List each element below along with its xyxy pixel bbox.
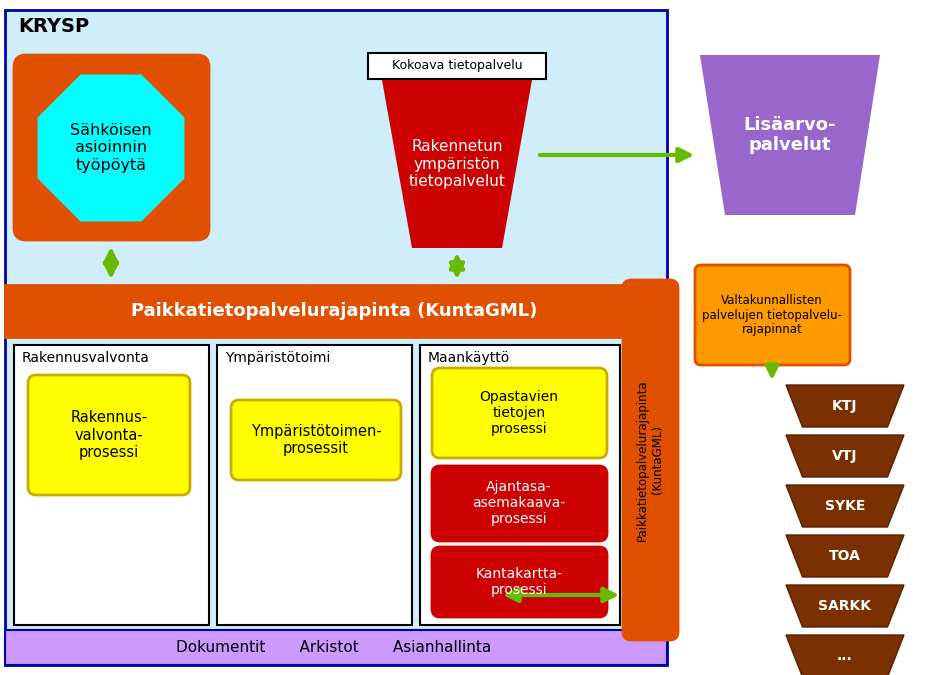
Bar — [5, 285, 667, 337]
Text: SARKK: SARKK — [818, 599, 871, 613]
Text: Rakennus-
valvonta-
prosessi: Rakennus- valvonta- prosessi — [70, 410, 148, 460]
FancyBboxPatch shape — [432, 368, 607, 458]
Polygon shape — [786, 635, 904, 675]
FancyBboxPatch shape — [231, 400, 401, 480]
Bar — [5, 630, 667, 665]
Text: VTJ: VTJ — [832, 449, 858, 463]
Text: Ympäristötoimen-
prosessit: Ympäristötoimen- prosessit — [250, 424, 381, 456]
Text: Paikkatietopalvelurajapinta
(KuntaGML): Paikkatietopalvelurajapinta (KuntaGML) — [636, 379, 664, 541]
Text: Opastavien
tietojen
prosessi: Opastavien tietojen prosessi — [480, 389, 558, 436]
Polygon shape — [786, 435, 904, 477]
FancyBboxPatch shape — [623, 280, 678, 640]
Text: Lisäarvo-
palvelut: Lisäarvo- palvelut — [744, 115, 836, 155]
Bar — [368, 53, 546, 79]
Text: Kantakartta-
prosessi: Kantakartta- prosessi — [476, 567, 562, 597]
FancyBboxPatch shape — [695, 265, 850, 365]
FancyBboxPatch shape — [432, 466, 607, 541]
Text: KRYSP: KRYSP — [18, 16, 89, 36]
Polygon shape — [786, 585, 904, 627]
Bar — [5, 10, 667, 665]
Text: Valtakunnallisten
palvelujen tietopalvelu-
rajapinnat: Valtakunnallisten palvelujen tietopalvel… — [702, 294, 842, 337]
Text: Rakennusvalvonta: Rakennusvalvonta — [22, 351, 150, 365]
Polygon shape — [382, 80, 532, 248]
Text: TOA: TOA — [830, 549, 861, 563]
Text: Ympäristötoimi: Ympäristötoimi — [225, 351, 330, 365]
Polygon shape — [786, 385, 904, 427]
Polygon shape — [786, 535, 904, 577]
Text: Rakennetun
ympäristön
tietopalvelut: Rakennetun ympäristön tietopalvelut — [409, 139, 505, 189]
Text: Ajantasa-
asemakaava-
prosessi: Ajantasa- asemakaava- prosessi — [472, 480, 566, 526]
Bar — [217, 345, 412, 625]
Bar — [14, 345, 209, 625]
Text: KTJ: KTJ — [832, 399, 858, 413]
Text: Sähköisen
asioinnin
työpöytä: Sähköisen asioinnin työpöytä — [70, 123, 152, 173]
Polygon shape — [39, 76, 183, 220]
Text: SYKE: SYKE — [825, 499, 866, 513]
Bar — [420, 345, 620, 625]
Text: Maankäyttö: Maankäyttö — [428, 351, 510, 365]
Text: Kokoava tietopalvelu: Kokoava tietopalvelu — [392, 59, 522, 72]
Text: Paikkatietopalvelurajapinta (KuntaGML): Paikkatietopalvelurajapinta (KuntaGML) — [131, 302, 538, 320]
FancyBboxPatch shape — [28, 375, 190, 495]
Polygon shape — [700, 55, 880, 215]
FancyBboxPatch shape — [432, 547, 607, 617]
Polygon shape — [786, 485, 904, 527]
Text: Dokumentit       Arkistot       Asianhallinta: Dokumentit Arkistot Asianhallinta — [176, 641, 492, 655]
Text: ...: ... — [837, 649, 853, 663]
FancyBboxPatch shape — [14, 55, 209, 240]
